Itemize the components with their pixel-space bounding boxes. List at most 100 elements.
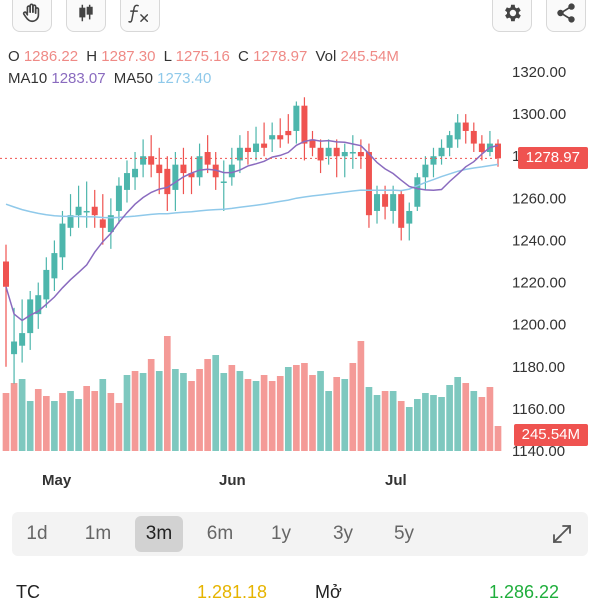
candle — [390, 185, 397, 224]
hand-icon[interactable] — [12, 0, 52, 32]
y-tick-label: 1240.00 — [512, 232, 566, 249]
volume-bar — [34, 389, 42, 451]
y-tick-label: 1300.00 — [512, 106, 566, 123]
candle — [478, 135, 485, 161]
ma10-line — [5, 139, 499, 322]
open-value: 1286.22 — [23, 48, 79, 65]
volume-bar — [430, 395, 437, 451]
volume-bar — [397, 401, 405, 451]
candle — [196, 143, 203, 186]
candle — [454, 114, 461, 148]
volume-bar — [228, 365, 236, 451]
period-1y[interactable]: 1y — [270, 523, 292, 544]
volume-bar — [123, 375, 131, 451]
candle — [3, 244, 9, 367]
candle — [123, 160, 130, 203]
candle — [236, 135, 243, 174]
volume-bar — [494, 426, 502, 451]
candle — [35, 282, 42, 329]
candle — [140, 139, 147, 178]
tc-value: 1.281.18 — [197, 582, 268, 600]
y-tick-label: 1260.00 — [512, 190, 566, 207]
chart-toolbar — [0, 0, 600, 36]
volume-bar — [180, 373, 187, 451]
candle — [59, 210, 66, 270]
period-1d[interactable]: 1d — [26, 523, 48, 544]
volume-bar — [349, 363, 357, 451]
candle — [309, 130, 316, 157]
low-label: L — [163, 48, 172, 65]
volume-bar — [341, 379, 349, 451]
volume-bar — [462, 383, 470, 451]
candle — [180, 147, 187, 195]
y-axis: 1320.001300.001280.001260.001240.001220.… — [512, 64, 566, 460]
gear-icon[interactable] — [492, 0, 532, 32]
volume-bar — [131, 371, 139, 451]
candle — [301, 97, 308, 161]
y-tick-label: 1180.00 — [512, 359, 565, 376]
candle — [99, 194, 106, 245]
candle — [446, 130, 453, 157]
volume-bar — [18, 379, 26, 451]
volume-bar — [67, 391, 74, 451]
candle — [244, 130, 251, 165]
candle — [382, 185, 389, 220]
volume-bar — [381, 391, 389, 451]
candle — [19, 299, 26, 363]
period-1m[interactable]: 1m — [84, 523, 112, 544]
candle — [43, 257, 50, 308]
close-value: 1278.97 — [253, 48, 308, 65]
period-3m[interactable]: 3m — [135, 516, 183, 552]
candle — [325, 139, 332, 165]
function-icon[interactable] — [120, 0, 160, 32]
expand-icon[interactable] — [550, 522, 574, 546]
volume-bar — [204, 359, 211, 451]
ma10-value: 1283.07 — [51, 70, 106, 87]
volume-bar — [115, 403, 123, 451]
volume-bar — [414, 399, 421, 451]
candle — [486, 130, 493, 157]
volume-bar — [301, 363, 308, 451]
open-value-footer: 1.286.22 — [489, 582, 560, 600]
y-tick-label: 1220.00 — [512, 275, 566, 292]
volume-bar — [10, 383, 18, 451]
volume-bar — [75, 399, 82, 451]
volume-bar — [188, 381, 195, 451]
volume-bar — [252, 381, 260, 451]
candle — [107, 198, 114, 249]
candle — [430, 147, 437, 178]
x-label-jun: Jun — [219, 472, 246, 489]
candle — [357, 139, 364, 169]
volume-bar — [365, 387, 373, 451]
candlestick-icon[interactable] — [66, 0, 106, 32]
volume-bar — [293, 365, 300, 451]
candle — [349, 135, 356, 169]
last-volume-tag: 245.54M — [513, 424, 588, 446]
volume-bar — [83, 386, 90, 451]
candle — [414, 173, 421, 211]
period-6m[interactable]: 6m — [206, 523, 234, 544]
volume-bar — [147, 359, 155, 451]
open-label: O — [8, 48, 20, 65]
candle — [132, 152, 139, 190]
volume-bar — [373, 395, 381, 451]
ma50-value: 1273.40 — [157, 70, 212, 87]
share-icon[interactable] — [546, 0, 586, 32]
x-label-jul: Jul — [385, 472, 407, 489]
volume-bar — [389, 391, 397, 451]
volume-bar — [196, 369, 203, 451]
volume-bar — [155, 371, 163, 451]
candle — [269, 122, 276, 153]
period-3y[interactable]: 3y — [332, 523, 354, 544]
volume-bar — [470, 391, 478, 451]
candlestick-chart[interactable]: 1320.001300.001280.001260.001240.001220.… — [0, 60, 600, 470]
volume-bar — [236, 371, 244, 451]
volume-bar — [486, 387, 494, 451]
period-5y[interactable]: 5y — [393, 523, 415, 544]
low-value: 1275.16 — [175, 48, 230, 65]
volume-label: Vol — [315, 48, 337, 65]
x-label-may: May — [42, 472, 72, 489]
volume-bar — [268, 381, 276, 451]
candle — [398, 189, 405, 241]
candle — [11, 307, 18, 384]
